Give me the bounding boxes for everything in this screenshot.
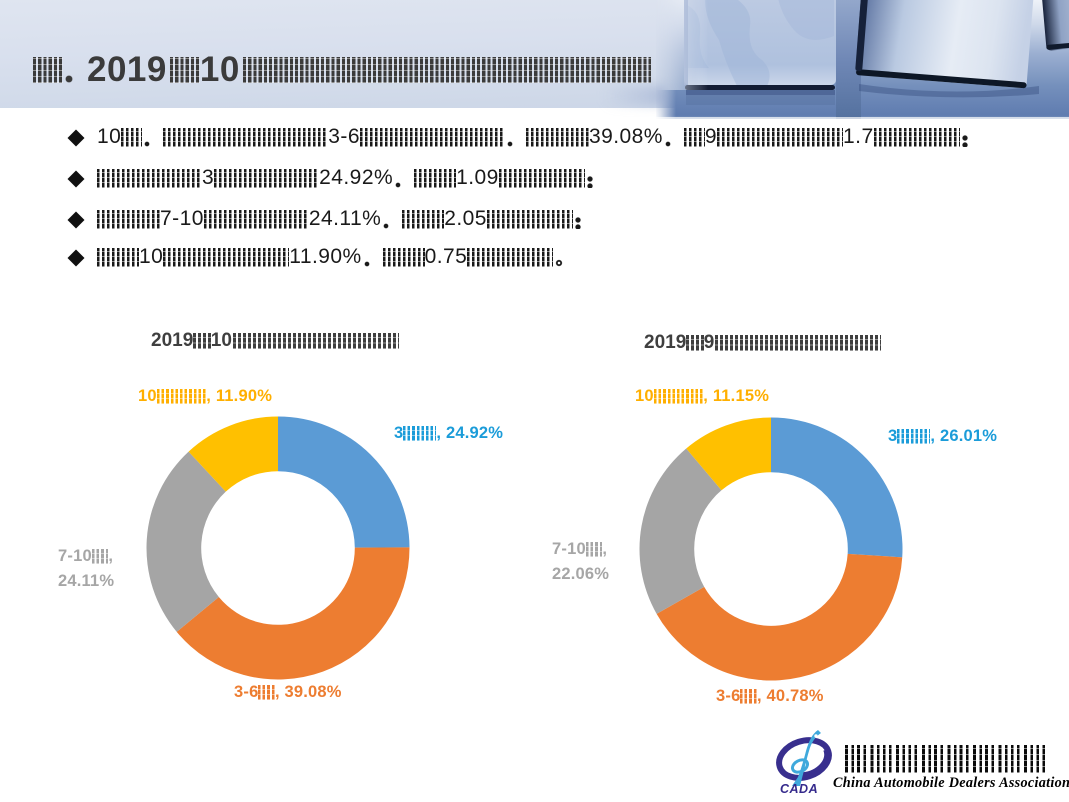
svg-text:CADA: CADA: [780, 782, 818, 795]
